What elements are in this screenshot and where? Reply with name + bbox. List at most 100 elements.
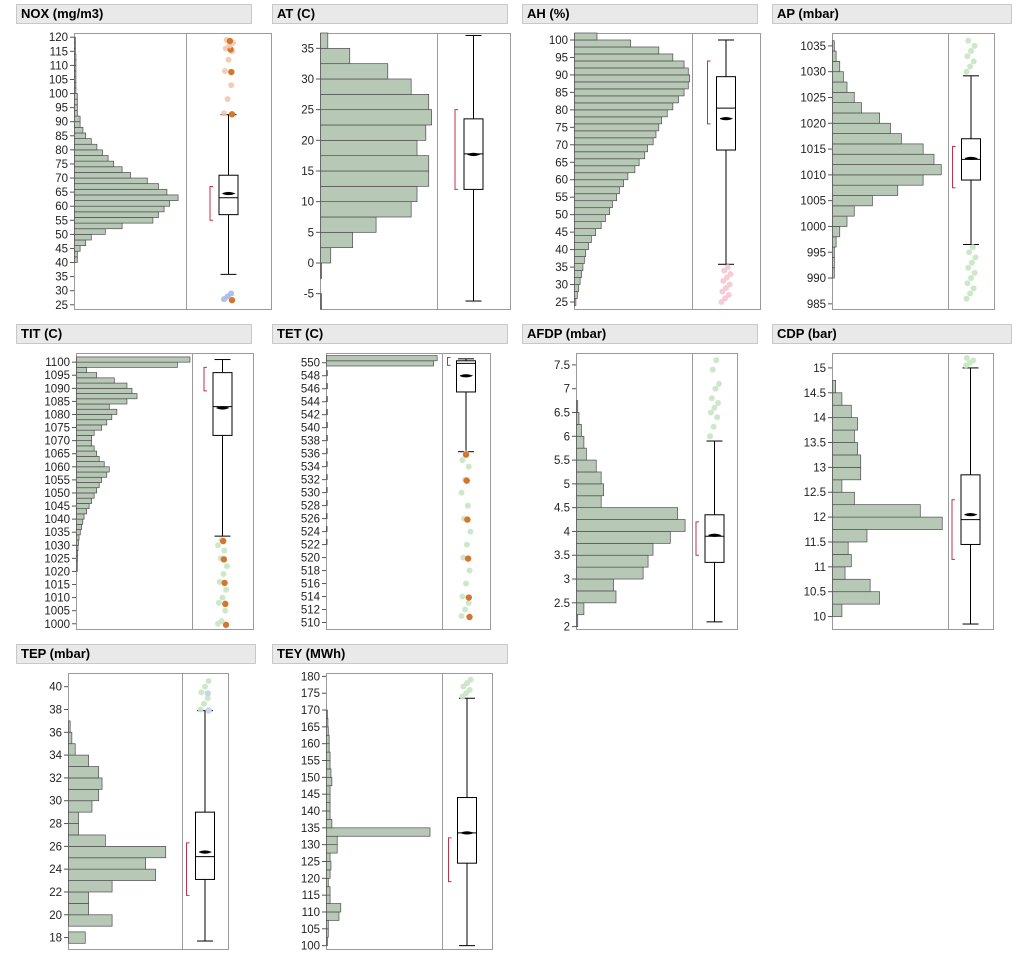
histogram-bar	[574, 95, 679, 104]
histogram-bar	[76, 356, 191, 363]
tick-label: 35	[301, 43, 314, 55]
tick-label: 538	[301, 436, 320, 448]
tick-label: 10	[301, 197, 314, 209]
histogram-bar	[74, 245, 81, 252]
histogram-bar	[326, 422, 328, 429]
histogram-bar	[326, 903, 342, 913]
outlier-point	[462, 606, 469, 613]
histogram-bar	[574, 228, 596, 236]
histogram-bar	[76, 492, 95, 499]
tick-label: 20	[49, 910, 62, 922]
shortest-half-bracket	[707, 60, 711, 125]
histogram-bar	[68, 720, 71, 733]
histogram-bar	[832, 205, 855, 217]
outlier-point	[968, 275, 974, 282]
shortest-half-bracket	[447, 357, 451, 366]
outlier-point	[965, 264, 972, 271]
outlier-point	[963, 68, 970, 75]
histogram-bar	[832, 184, 899, 196]
histogram-bar	[832, 50, 837, 62]
histogram-bar	[74, 42, 76, 49]
tick-label: 135	[301, 823, 320, 835]
outlier-point	[963, 354, 970, 361]
histogram-bar	[574, 298, 577, 306]
outlier-point	[964, 53, 971, 60]
histogram-bar	[576, 566, 644, 580]
histogram-bar	[74, 234, 92, 241]
histogram-bar	[326, 726, 329, 736]
outlier-point	[969, 244, 976, 251]
chart-title: TET (C)	[272, 324, 508, 344]
tick-label: 1030	[800, 67, 826, 79]
histogram-bar	[68, 868, 157, 881]
tick-label: 518	[301, 566, 320, 578]
histogram-bar	[76, 455, 100, 462]
tick-label: 1080	[44, 409, 70, 421]
histogram-bar	[320, 32, 329, 49]
histogram-bar	[576, 519, 686, 532]
histogram-bar	[326, 920, 329, 930]
histogram-bar	[74, 81, 77, 89]
tick-label: 100	[301, 941, 320, 953]
histogram-bar	[74, 217, 154, 224]
histogram-bar	[74, 138, 92, 145]
histogram-bar	[832, 516, 943, 530]
histogram-bar	[76, 461, 105, 468]
outlier-point	[222, 600, 229, 608]
tick-label: 1045	[44, 501, 70, 513]
histogram-bar	[326, 409, 328, 416]
tick-label: 510	[301, 618, 320, 630]
tick-label: 155	[301, 756, 320, 768]
outlier-point	[198, 689, 205, 696]
histogram-bar	[76, 544, 79, 551]
outlier-point	[726, 281, 733, 288]
histogram-bar	[832, 603, 843, 617]
tick-label: -5	[304, 289, 314, 301]
histogram-bar	[76, 419, 108, 426]
outlier-point	[714, 414, 721, 421]
histogram-bar	[576, 531, 671, 544]
tick-label: 105	[301, 924, 320, 936]
histogram-bar	[574, 102, 674, 111]
histogram-bar	[76, 560, 78, 567]
histogram-bar	[574, 88, 685, 97]
histogram-bar	[74, 228, 106, 235]
tick-label: 1055	[44, 475, 70, 487]
shortest-half-bracket	[695, 521, 699, 556]
chart-svg: 100 105 110 115 120 125 130 135 140 145 150 155 160 1…	[301, 671, 493, 953]
histogram-bar	[574, 263, 584, 271]
tick-label: 1075	[44, 423, 70, 435]
histogram-bar	[574, 277, 581, 285]
outlier-point	[226, 37, 234, 45]
histogram-bar	[574, 109, 668, 118]
outlier-point	[458, 613, 465, 620]
tick-label: 90	[55, 117, 68, 129]
histogram-bar	[326, 448, 328, 455]
outlier-point	[467, 528, 474, 535]
shortest-half-bracket	[952, 145, 956, 189]
histogram-bar	[574, 137, 654, 146]
tick-label: 520	[301, 553, 320, 565]
histogram-bar	[832, 479, 843, 493]
outlier-point	[220, 537, 227, 545]
tick-label: 1095	[44, 370, 70, 382]
histogram-bar	[574, 53, 674, 62]
outlier-point	[221, 547, 228, 554]
histogram-bar	[74, 36, 76, 44]
tick-label: 24	[49, 864, 62, 876]
outlier-point	[204, 695, 211, 702]
histogram-bar	[74, 115, 81, 123]
mean-diamond	[460, 831, 475, 835]
tick-label: 30	[555, 280, 568, 292]
histogram-bar	[74, 59, 77, 66]
outlier-point	[222, 621, 230, 628]
histogram-bar	[76, 367, 87, 373]
tick-label: 6.5	[554, 407, 570, 419]
histogram-bar	[574, 116, 662, 125]
outlier-point	[218, 618, 225, 625]
chart-title: CDP (bar)	[772, 324, 1012, 344]
tick-label: 22	[49, 887, 62, 899]
outlier-point	[970, 357, 977, 364]
tick-label: 534	[301, 462, 321, 474]
histogram-bar	[574, 172, 629, 181]
